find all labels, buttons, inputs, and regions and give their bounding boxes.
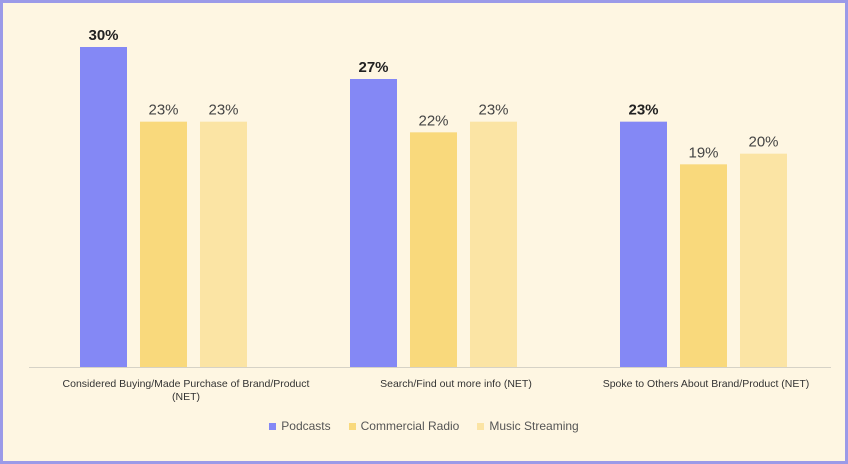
legend-item-music-streaming: Music Streaming bbox=[477, 419, 579, 433]
data-label-1-0: 23% bbox=[148, 102, 178, 119]
category-label-1-0: Search/Find out more info (NET) bbox=[380, 378, 532, 390]
data-label-2-1: 23% bbox=[478, 102, 508, 119]
legend-swatch-music-streaming bbox=[477, 422, 485, 430]
legend-item-podcasts: Podcasts bbox=[269, 419, 331, 433]
data-label-0-2: 23% bbox=[628, 102, 658, 119]
bar-1-1 bbox=[410, 132, 457, 367]
legend-item-commercial-radio: Commercial Radio bbox=[348, 419, 460, 433]
data-label-1-2: 19% bbox=[688, 144, 718, 161]
bar-2-0 bbox=[200, 121, 247, 368]
data-label-2-0: 23% bbox=[208, 102, 238, 119]
category-label-0-0: Considered Buying/Made Purchase of Brand… bbox=[63, 378, 310, 390]
category-label-2-0: Spoke to Others About Brand/Product (NET… bbox=[603, 378, 810, 390]
legend-label-commercial-radio: Commercial Radio bbox=[360, 419, 460, 433]
bar-1-2 bbox=[680, 164, 727, 367]
bar-0-0 bbox=[80, 47, 127, 367]
bar-0-2 bbox=[620, 121, 667, 368]
category-label-0-1: (NET) bbox=[172, 391, 200, 403]
data-label-2-2: 20% bbox=[748, 134, 778, 151]
legend-swatch-commercial-radio bbox=[348, 422, 356, 430]
legend-swatch-podcasts bbox=[269, 422, 277, 430]
legend-label-podcasts: Podcasts bbox=[281, 419, 331, 433]
data-label-0-0: 30% bbox=[88, 27, 118, 44]
data-label-1-1: 22% bbox=[418, 112, 448, 129]
legend: Podcasts Commercial Radio Music Streamin… bbox=[3, 419, 845, 433]
bar-1-0 bbox=[140, 121, 187, 368]
bar-2-1 bbox=[470, 121, 517, 368]
legend-label-music-streaming: Music Streaming bbox=[489, 419, 579, 433]
bar-chart: 30% 27% 23% 23% 22% 19% 23% 23% 20% Considered Bu… bbox=[29, 27, 831, 403]
data-label-0-1: 27% bbox=[358, 59, 388, 76]
bar-2-2 bbox=[740, 153, 787, 367]
bar-0-1 bbox=[350, 79, 397, 367]
